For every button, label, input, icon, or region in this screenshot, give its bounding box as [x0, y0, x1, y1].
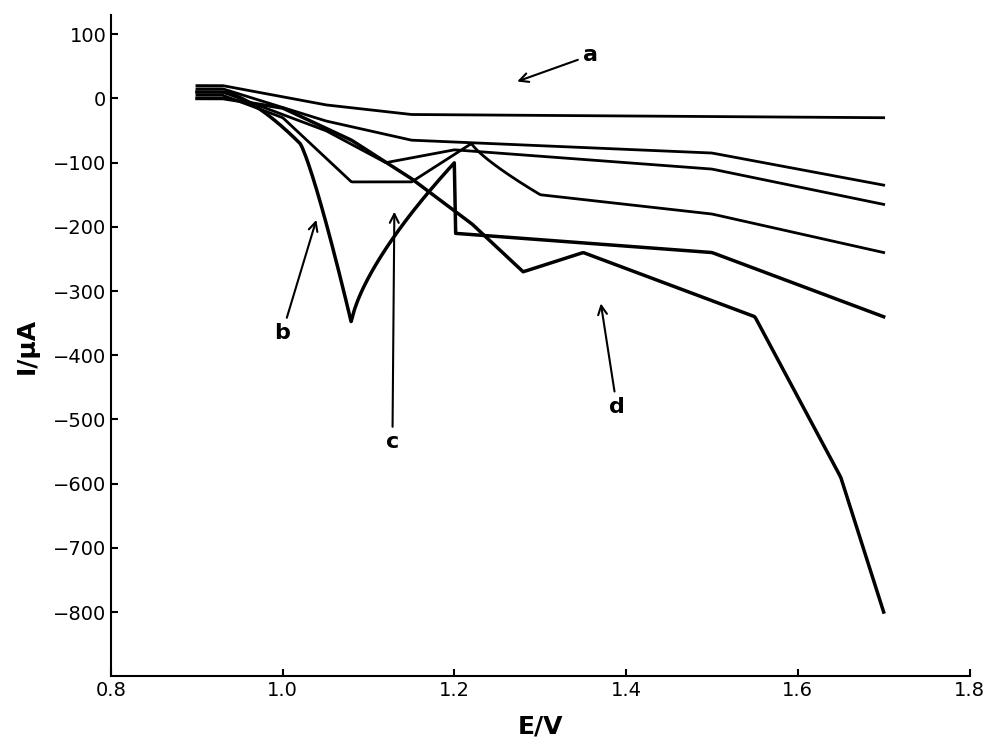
- X-axis label: E/V: E/V: [518, 714, 563, 738]
- Text: b: b: [274, 222, 317, 343]
- Text: a: a: [519, 45, 598, 82]
- Text: c: c: [386, 214, 399, 453]
- Y-axis label: I/μA: I/μA: [15, 318, 39, 373]
- Text: d: d: [598, 306, 625, 417]
